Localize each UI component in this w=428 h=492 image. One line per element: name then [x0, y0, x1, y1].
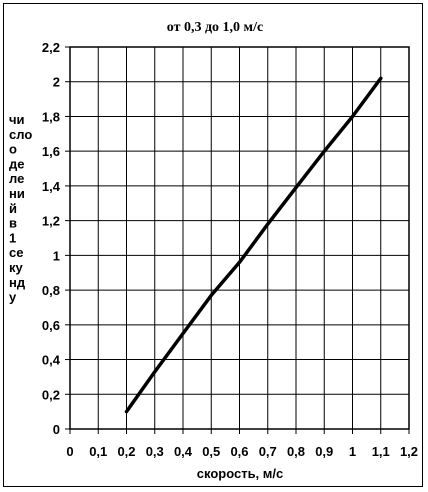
x-tick-label: 0,3 — [146, 444, 164, 459]
y-label-line: в — [9, 216, 17, 231]
x-tick-label: 0,2 — [117, 444, 135, 459]
y-tick-label: 2,2 — [42, 40, 60, 55]
y-label-line: сло — [9, 127, 32, 142]
series-group — [124, 76, 383, 414]
x-tick-label: 1,2 — [400, 444, 418, 459]
y-label-line: й — [9, 201, 17, 216]
x-tick-label: 0,1 — [89, 444, 107, 459]
y-label-line: ни — [9, 186, 25, 201]
grid — [69, 46, 410, 430]
y-label-line: де — [9, 156, 24, 171]
y-tick-label: 2 — [53, 75, 60, 90]
x-tick-label: 0 — [66, 444, 73, 459]
y-label-line: ку — [9, 260, 24, 275]
x-tick-label: 0,7 — [259, 444, 277, 459]
x-axis: 0 0,1 0,2 0,3 0,4 0,5 0,6 0,7 0,8 0,9 1 1,1 1,2 — [66, 429, 418, 459]
y-tick-label: 1,8 — [42, 109, 60, 124]
y-axis: 0 0,2 0,4 0,6 0,8 1 1,2 1,4 1,6 1,8 2 2,2 — [42, 40, 70, 437]
x-tick-label: 0,4 — [174, 444, 193, 459]
y-label-line: у — [9, 290, 17, 305]
x-tick-label: 1,1 — [372, 444, 390, 459]
x-tick-label: 0,5 — [202, 444, 220, 459]
y-label-line: нд — [9, 275, 26, 290]
y-tick-label: 0,4 — [42, 353, 61, 368]
y-tick-label: 0,2 — [42, 387, 60, 402]
y-tick-label: 1 — [53, 248, 60, 263]
chart-title: от 0,3 до 1,0 м/с — [167, 20, 263, 35]
y-tick-label: 0,6 — [42, 318, 60, 333]
x-tick-label: 0,6 — [230, 444, 248, 459]
y-tick-label: 1,4 — [42, 179, 61, 194]
y-label-line: чи — [9, 112, 25, 127]
x-tick-label: 0,8 — [287, 444, 305, 459]
y-tick-label: 1,6 — [42, 144, 60, 159]
x-tick-label: 0,9 — [315, 444, 333, 459]
y-label-line: о — [9, 142, 17, 157]
x-axis-label: скорость, м/с — [197, 466, 284, 481]
series-line-0 — [124, 76, 383, 414]
y-label-line: 1 — [9, 230, 16, 245]
y-tick-label: 0 — [53, 422, 60, 437]
y-tick-label: 1,2 — [42, 214, 60, 229]
y-label-line: ле — [9, 171, 24, 186]
y-tick-label: 0,8 — [42, 283, 60, 298]
x-tick-label: 1 — [349, 444, 356, 459]
y-label-line: се — [9, 245, 23, 260]
